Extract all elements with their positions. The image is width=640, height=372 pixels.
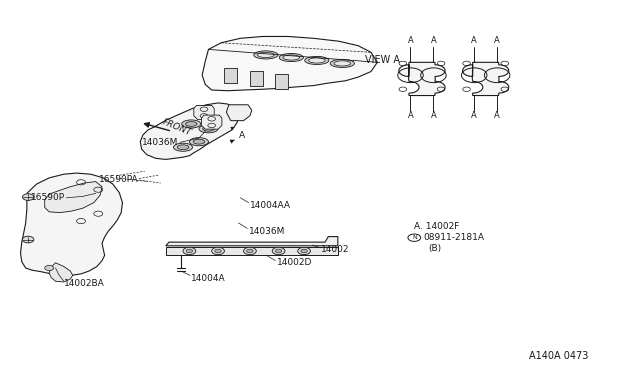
Polygon shape xyxy=(250,71,262,86)
Text: 08911-2181A: 08911-2181A xyxy=(423,233,484,242)
Text: FRONT: FRONT xyxy=(161,118,193,138)
Polygon shape xyxy=(20,173,122,275)
Text: 14036M: 14036M xyxy=(142,138,179,147)
Polygon shape xyxy=(399,62,445,96)
Ellipse shape xyxy=(182,120,201,128)
Text: 14036M: 14036M xyxy=(248,227,285,235)
Text: A: A xyxy=(431,111,436,121)
Text: 16590P: 16590P xyxy=(31,193,65,202)
Text: A: A xyxy=(239,131,245,140)
Circle shape xyxy=(22,236,34,243)
Text: A: A xyxy=(408,111,413,121)
Text: N: N xyxy=(412,235,417,240)
Text: 16590PA: 16590PA xyxy=(99,175,138,184)
Polygon shape xyxy=(225,68,237,83)
Ellipse shape xyxy=(173,143,193,151)
Ellipse shape xyxy=(177,145,189,150)
Ellipse shape xyxy=(257,52,274,58)
Polygon shape xyxy=(166,247,338,255)
Text: A: A xyxy=(408,36,413,45)
Polygon shape xyxy=(202,115,222,129)
Text: 14004A: 14004A xyxy=(191,274,226,283)
Text: 14002D: 14002D xyxy=(276,258,312,267)
Polygon shape xyxy=(49,263,73,282)
Circle shape xyxy=(183,247,196,255)
Ellipse shape xyxy=(334,61,351,66)
Polygon shape xyxy=(45,182,102,212)
Text: A: A xyxy=(471,111,477,121)
Circle shape xyxy=(45,265,54,270)
Polygon shape xyxy=(166,237,338,246)
Ellipse shape xyxy=(330,60,355,67)
Text: 14004AA: 14004AA xyxy=(250,201,291,210)
Ellipse shape xyxy=(283,55,300,60)
Text: VIEW A: VIEW A xyxy=(365,55,399,65)
Circle shape xyxy=(244,247,256,255)
Circle shape xyxy=(275,249,282,253)
Circle shape xyxy=(215,249,221,253)
Circle shape xyxy=(246,249,253,253)
Text: A: A xyxy=(494,111,500,121)
Ellipse shape xyxy=(279,54,303,62)
Polygon shape xyxy=(202,36,378,91)
Polygon shape xyxy=(194,106,214,119)
Ellipse shape xyxy=(203,126,214,131)
Text: A: A xyxy=(471,36,477,45)
Ellipse shape xyxy=(199,125,218,133)
Ellipse shape xyxy=(253,51,278,59)
Polygon shape xyxy=(463,62,509,96)
Circle shape xyxy=(186,249,193,253)
Text: 14002: 14002 xyxy=(321,245,350,254)
Circle shape xyxy=(298,247,310,255)
Text: 14002BA: 14002BA xyxy=(64,279,104,288)
Circle shape xyxy=(301,249,307,253)
Polygon shape xyxy=(275,74,288,89)
Circle shape xyxy=(212,247,225,255)
Circle shape xyxy=(272,247,285,255)
Ellipse shape xyxy=(308,58,325,63)
Ellipse shape xyxy=(189,138,209,146)
Ellipse shape xyxy=(186,122,197,126)
Text: A. 14002F: A. 14002F xyxy=(414,222,460,231)
Text: (B): (B) xyxy=(428,244,442,253)
Text: A: A xyxy=(494,36,500,45)
Ellipse shape xyxy=(193,139,205,144)
Text: A140A 0473: A140A 0473 xyxy=(529,351,589,361)
Polygon shape xyxy=(227,105,252,121)
Text: A: A xyxy=(431,36,436,45)
Ellipse shape xyxy=(305,57,329,64)
Polygon shape xyxy=(140,103,239,160)
Circle shape xyxy=(22,194,34,201)
